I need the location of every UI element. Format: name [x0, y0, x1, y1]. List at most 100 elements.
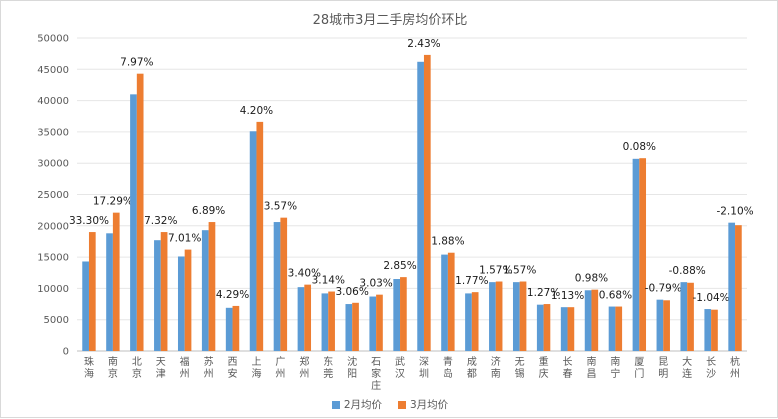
- y-tick-label: 20000: [37, 221, 69, 232]
- bar-feb: [489, 282, 496, 351]
- bar-mar: [160, 232, 168, 351]
- x-tick-label: 杭州: [730, 355, 740, 380]
- bar-mar: [352, 302, 359, 351]
- change-label: 4.20%: [240, 105, 273, 117]
- bar-feb: [345, 304, 353, 351]
- change-label: 3.40%: [288, 268, 321, 280]
- x-tick-label: 长春: [563, 356, 573, 380]
- legend-item-feb: 2月均价: [331, 397, 382, 412]
- change-label: 3.57%: [264, 201, 297, 213]
- x-tick-label: 广州: [275, 356, 285, 380]
- bar-mar: [567, 307, 575, 351]
- bar-feb: [680, 282, 688, 351]
- bar-feb: [297, 287, 305, 351]
- bar-feb: [465, 293, 472, 351]
- y-tick-label: 0: [63, 347, 69, 358]
- bar-feb: [369, 296, 377, 351]
- change-label: 17.29%: [93, 196, 133, 208]
- bar-feb: [393, 279, 401, 351]
- bar-mar: [639, 158, 647, 351]
- bar-mar: [471, 292, 479, 351]
- bar-mar: [232, 305, 240, 351]
- y-tick-label: 15000: [37, 253, 69, 264]
- change-label: 7.32%: [144, 215, 177, 227]
- change-label: 1.27%: [527, 287, 560, 299]
- bar-mar: [88, 232, 96, 351]
- x-tick-label: 天津: [156, 357, 166, 380]
- y-tick-label: 50000: [37, 34, 69, 45]
- change-label: 1.13%: [551, 290, 584, 302]
- bar-mar: [136, 73, 144, 351]
- change-label: 0.98%: [575, 273, 608, 285]
- bar-mar: [184, 249, 192, 351]
- change-label: -0.79%: [645, 283, 682, 295]
- y-tick-label: 40000: [37, 96, 69, 107]
- x-tick-label: 济南: [491, 355, 501, 380]
- bar-mar: [495, 281, 503, 351]
- bar-feb: [560, 307, 568, 351]
- legend-item-mar: 3月均价: [398, 397, 448, 412]
- change-label: 4.29%: [216, 289, 249, 301]
- x-tick-label: 南昌: [586, 355, 596, 380]
- bar-mar: [687, 282, 694, 351]
- bar-feb: [249, 131, 257, 351]
- bar-feb: [728, 222, 736, 351]
- bar-feb: [130, 94, 137, 351]
- x-tick-label: 南宁: [610, 355, 620, 380]
- y-tick-label: 45000: [37, 65, 69, 76]
- change-label: -0.88%: [669, 265, 706, 277]
- bar-feb: [632, 158, 640, 351]
- x-tick-label: 深圳: [419, 356, 429, 380]
- bar-mar: [328, 291, 335, 351]
- bar-feb: [704, 309, 712, 351]
- bar-feb: [273, 222, 281, 351]
- x-tick-label: 珠海: [84, 355, 94, 380]
- bar-mar: [256, 121, 264, 351]
- bar-mar: [543, 304, 551, 351]
- bar-mar: [304, 284, 312, 351]
- change-label: 1.88%: [431, 236, 464, 248]
- legend-label-feb: 2月均价: [343, 399, 382, 411]
- x-tick-label: 福州: [180, 355, 190, 380]
- bar-feb: [106, 233, 113, 351]
- change-label: 7.97%: [120, 57, 153, 69]
- change-label: -2.10%: [716, 206, 753, 218]
- x-tick-label: 重庆: [539, 355, 549, 380]
- x-tick-label: 青岛: [443, 355, 453, 380]
- bar-feb: [608, 306, 616, 351]
- x-tick-label: 昆明: [658, 356, 668, 380]
- bar-feb: [441, 254, 448, 351]
- bar-mar: [519, 281, 527, 351]
- x-tick-label: 大连: [682, 355, 692, 380]
- change-label: 3.14%: [312, 275, 345, 287]
- y-tick-label: 5000: [44, 315, 69, 326]
- bar-feb: [321, 293, 329, 351]
- change-label: 2.85%: [383, 260, 416, 272]
- change-label: 0.68%: [599, 290, 632, 302]
- change-label: 1.77%: [455, 275, 488, 287]
- bar-mar: [663, 300, 670, 351]
- legend-swatch-mar: [398, 400, 406, 409]
- bar-feb: [201, 230, 209, 351]
- change-label: 33.30%: [69, 215, 109, 227]
- bar-feb: [656, 299, 664, 351]
- x-tick-label: 西安: [228, 357, 238, 380]
- change-label: 0.08%: [623, 141, 656, 153]
- chart-title: 28城市3月二手房均价环比: [312, 13, 468, 28]
- x-tick-label: 东莞: [323, 355, 333, 380]
- x-tick-label: 苏州: [204, 355, 214, 380]
- bar-feb: [584, 290, 592, 351]
- legend-swatch-feb: [331, 400, 340, 409]
- bar-mar: [280, 217, 288, 351]
- x-tick-label: 上海: [251, 356, 261, 380]
- x-tick-label: 沈阳: [347, 355, 357, 380]
- change-label: 6.89%: [192, 205, 225, 217]
- x-tick-label: 厦门: [634, 356, 644, 380]
- bar-mar: [112, 212, 120, 351]
- x-tick-label: 无锡: [515, 357, 525, 380]
- y-tick-label: 10000: [37, 284, 69, 295]
- change-label: 3.03%: [359, 278, 392, 290]
- bar-mar: [208, 222, 216, 351]
